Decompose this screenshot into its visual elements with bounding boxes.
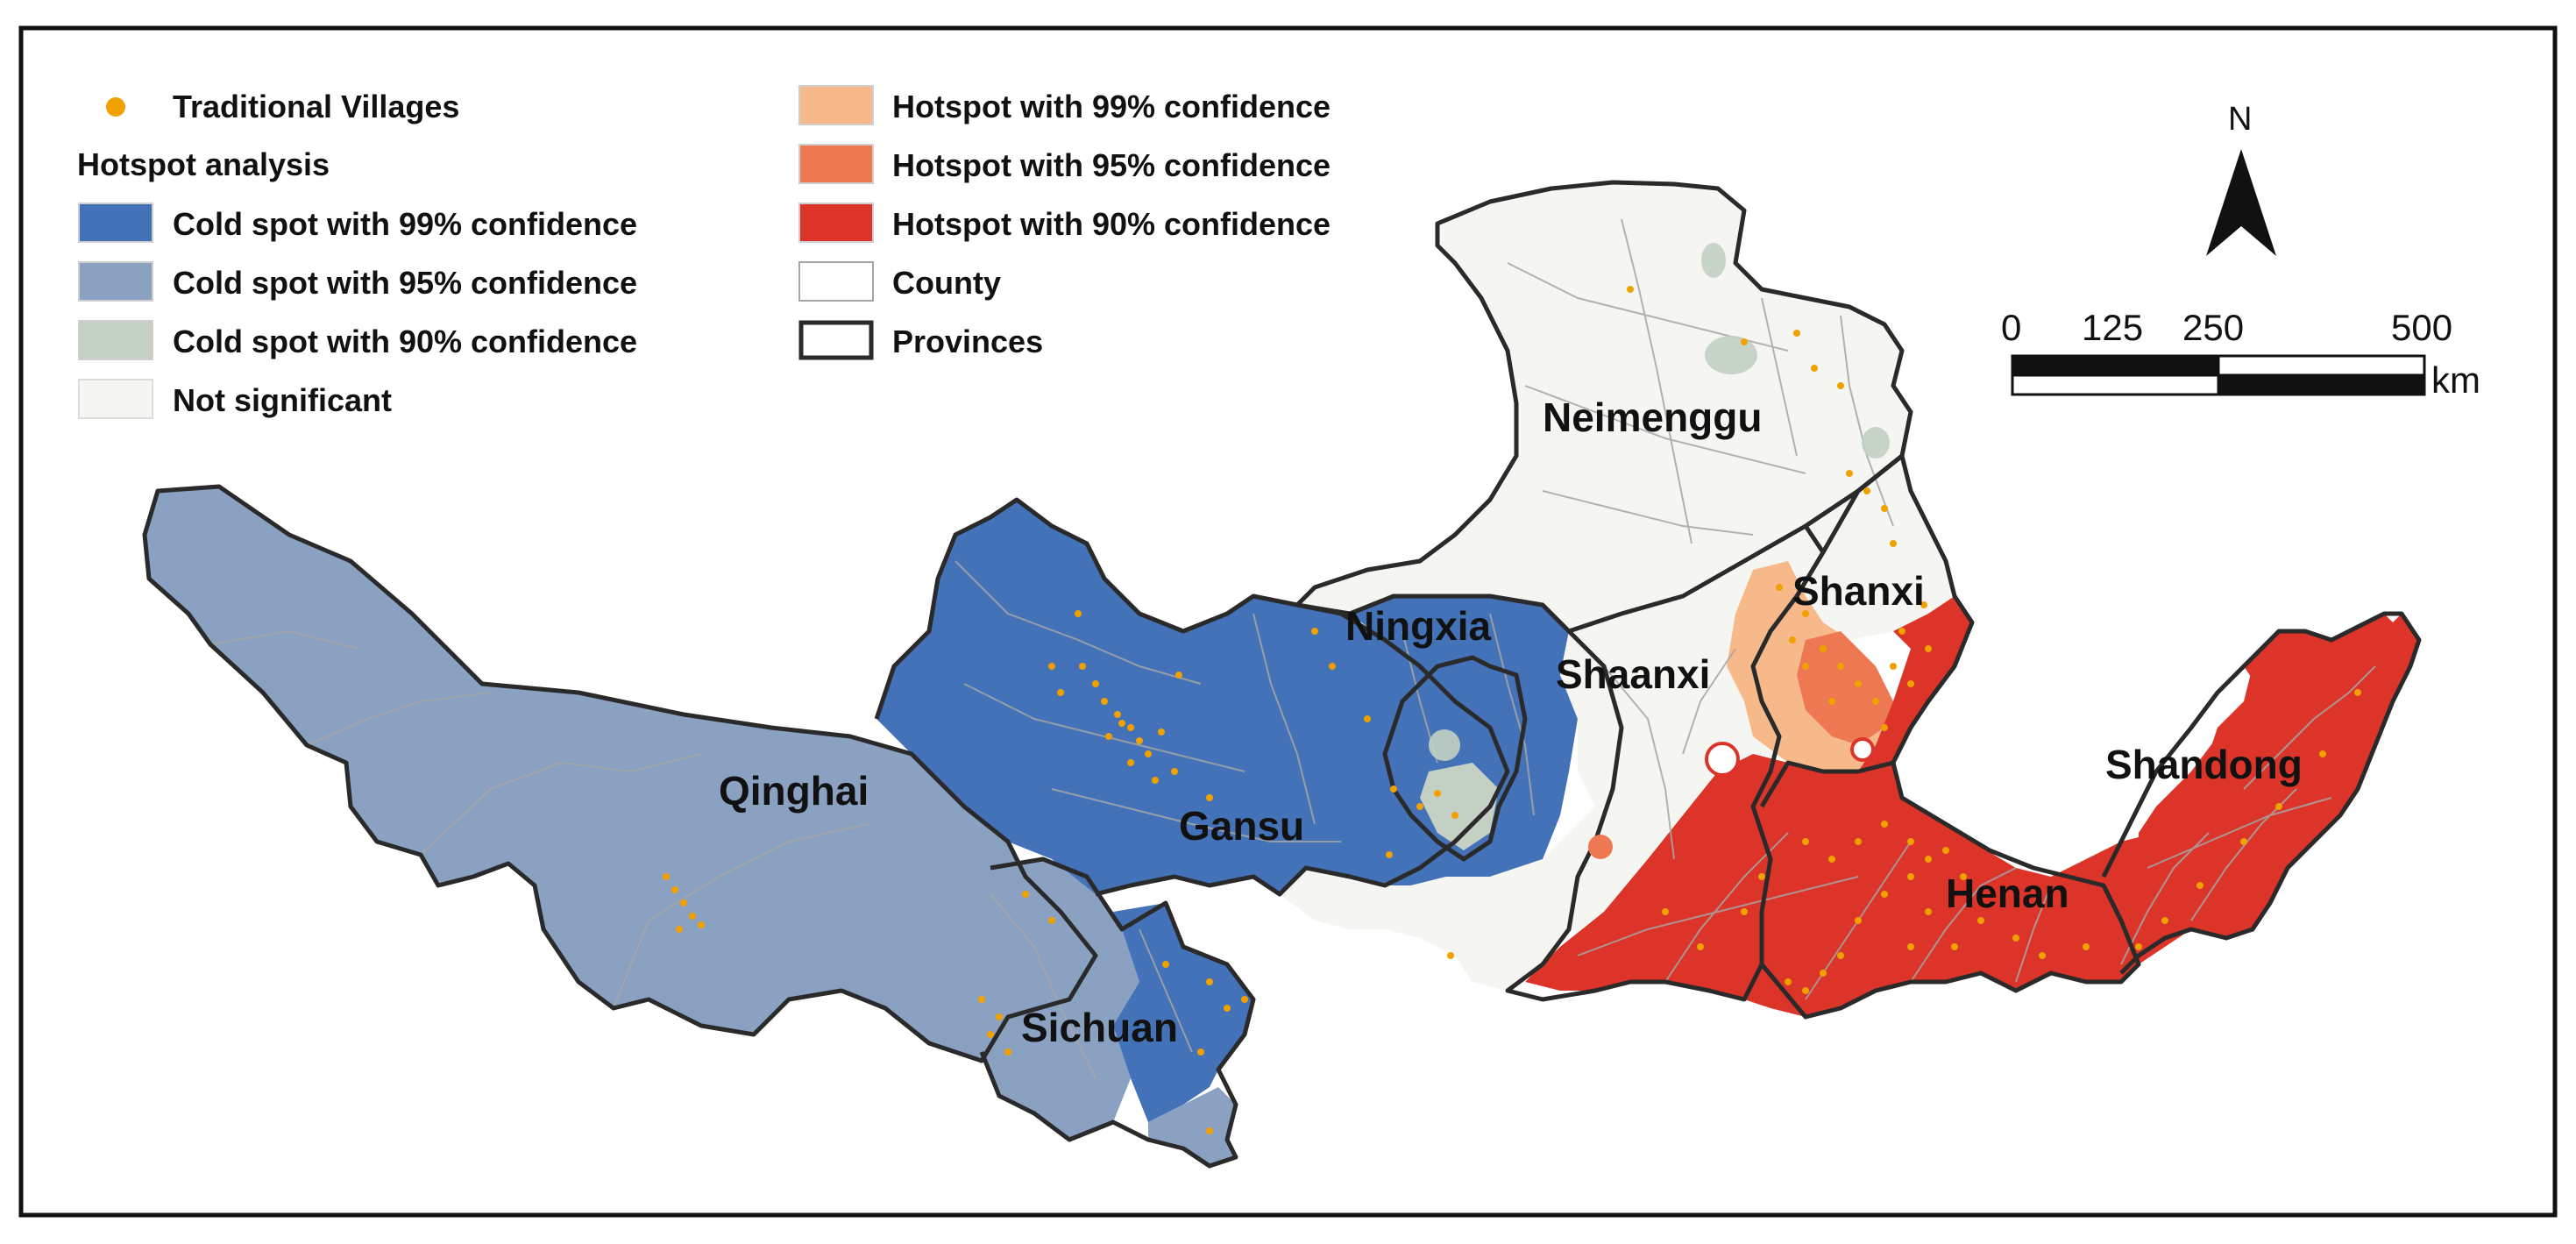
boundary-ningxia [1382, 655, 1528, 862]
swatch-provinces [798, 320, 874, 360]
label-shaanxi: Shaanxi [1556, 651, 1710, 697]
label-ningxia: Ningxia [1345, 603, 1492, 649]
legend-hot99-label: Hotspot with 99% confidence [892, 89, 1331, 124]
region-gansu-cold99 [876, 500, 1508, 894]
boundary-shanxi [1759, 453, 1975, 808]
boundary-gansu [874, 497, 1510, 897]
hot-patches [1588, 737, 1875, 859]
legend-cold99-label: Cold spot with 99% confidence [173, 206, 637, 242]
legend-villages-label: Traditional Villages [173, 89, 459, 124]
north-arrow-icon [2206, 149, 2276, 256]
scale-seg-2 [2217, 354, 2426, 377]
label-neimenggu: Neimenggu [1543, 395, 1762, 440]
boundary-shandong [2101, 611, 2422, 975]
legend-heading: Hotspot analysis [77, 146, 330, 182]
boundary-qinghai [142, 484, 1098, 1063]
scale-tick-500: 500 [2391, 307, 2452, 348]
label-shanxi: Shanxi [1792, 568, 1925, 614]
scale-seg-3 [2011, 373, 2220, 396]
region-shandong-hot90 [2104, 614, 2419, 973]
swatch-hot95 [798, 144, 874, 184]
boundary-neimenggu [1295, 180, 1913, 634]
legend-hot90-label: Hotspot with 90% confidence [892, 206, 1331, 242]
province-boundaries [142, 180, 2422, 1169]
region-sichuan-cold95-south [1148, 1087, 1236, 1166]
map-regions [145, 182, 2419, 1166]
label-shandong: Shandong [2105, 742, 2303, 787]
scale-tick-125: 125 [2082, 307, 2143, 348]
village-points [663, 286, 2361, 1134]
village-symbol-icon [106, 97, 125, 117]
province-labels: Qinghai Gansu Sichuan Ningxia Neimenggu … [719, 395, 2303, 1050]
legend: Traditional Villages Hotspot analysis Co… [77, 85, 1331, 419]
label-henan: Henan [1946, 871, 2069, 916]
region-not-significant-south [1280, 807, 1595, 991]
swatch-hot90 [798, 203, 874, 243]
region-qinghai-cold95 [145, 487, 1096, 1061]
region-ningxia-cold99 [1350, 596, 1578, 885]
region-neimenggu-not-significant [1297, 182, 1911, 631]
swatch-county [798, 261, 874, 302]
boundary-henan [1760, 762, 2141, 1020]
legend-cold95-label: Cold spot with 95% confidence [173, 265, 637, 301]
label-gansu: Gansu [1179, 803, 1304, 849]
boundary-sichuan [979, 857, 1256, 1169]
north-arrow: N [2206, 101, 2276, 256]
region-shanxi-hot95 [1797, 631, 1893, 745]
label-sichuan: Sichuan [1021, 1005, 1178, 1050]
north-label: N [2228, 101, 2252, 138]
region-sichuan-cold95 [982, 859, 1139, 1140]
legend-hot95-label: Hotspot with 95% confidence [892, 147, 1331, 183]
region-ningxia-cold90 [1420, 763, 1499, 850]
legend-county-label: County [892, 265, 1001, 301]
swatch-cold99 [78, 203, 153, 243]
scale-tick-0: 0 [2001, 307, 2021, 348]
swatch-not-significant [78, 379, 153, 419]
label-qinghai: Qinghai [719, 768, 869, 814]
scale-seg-4 [2217, 373, 2426, 396]
boundary-shaanxi [1505, 524, 1826, 1002]
legend-cold90-label: Cold spot with 90% confidence [173, 323, 637, 359]
swatch-hot99 [798, 85, 874, 125]
scale-seg-1 [2011, 354, 2220, 377]
legend-not-significant-label: Not significant [173, 382, 392, 418]
scale-unit: km [2431, 359, 2480, 401]
swatch-cold90 [78, 320, 153, 360]
swatch-cold95 [78, 261, 153, 302]
scale-bar: 0 125 250 500 km [2001, 307, 2480, 401]
scale-tick-250: 250 [2182, 307, 2244, 348]
legend-provinces-label: Provinces [892, 323, 1043, 359]
